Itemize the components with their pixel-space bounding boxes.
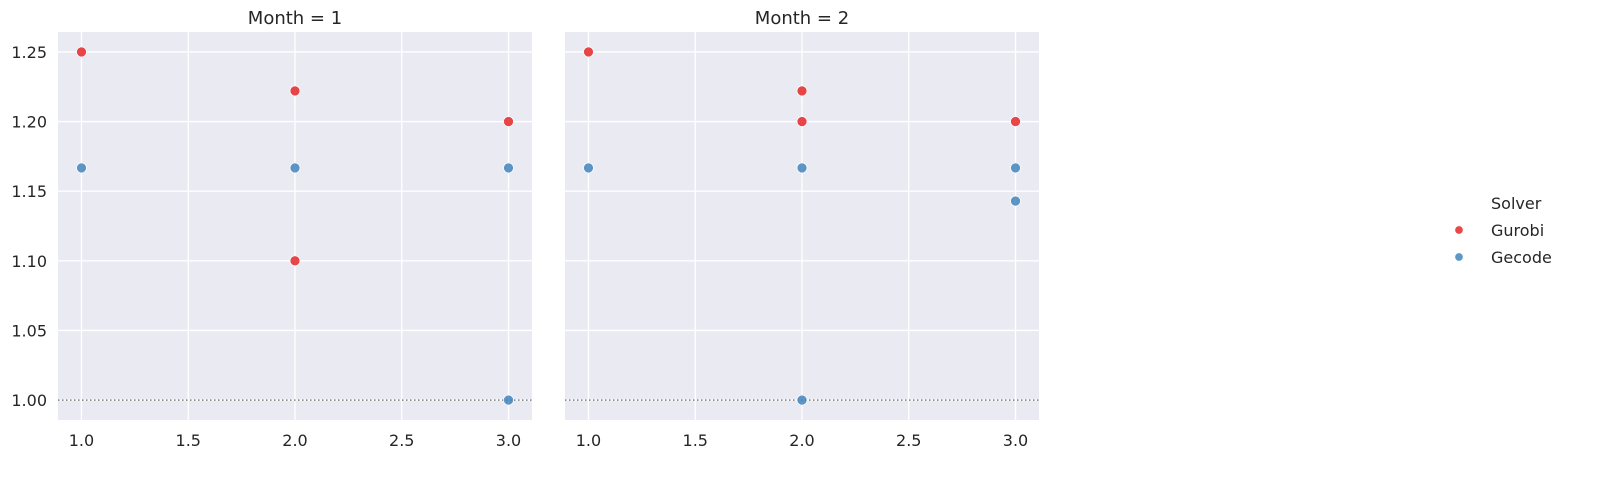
y-tick-label: 1.05	[11, 321, 47, 340]
data-point-gurobi	[503, 116, 514, 127]
data-point-gurobi	[76, 46, 87, 58]
y-tick-label: 1.10	[11, 252, 47, 271]
data-point-gecode	[289, 162, 301, 174]
data-point-gurobi	[583, 46, 594, 58]
x-tick-label: 2.5	[389, 431, 414, 450]
x-tick-label: 2.0	[282, 431, 307, 450]
legend-label-gurobi: Gurobi	[1491, 221, 1544, 240]
data-point-gecode	[796, 394, 808, 406]
data-point-gecode	[503, 394, 514, 406]
legend-marker-gecode	[1454, 252, 1464, 262]
y-tick-label: 1.25	[11, 43, 47, 62]
data-point-gecode	[1010, 195, 1021, 207]
x-tick-label: 1.5	[683, 431, 708, 450]
data-point-gecode	[76, 162, 87, 174]
x-tick-label: 3.0	[496, 431, 521, 450]
y-tick-label: 1.15	[11, 182, 47, 201]
facet-title: Month = 2	[755, 8, 849, 29]
data-point-gecode	[583, 162, 594, 174]
x-tick-label: 1.5	[176, 431, 201, 450]
y-tick-label: 1.00	[11, 391, 47, 410]
x-tick-label: 1.0	[69, 431, 94, 450]
x-tick-label: 2.0	[789, 431, 814, 450]
x-tick-label: 1.0	[576, 431, 601, 450]
x-tick-label: 2.5	[896, 431, 921, 450]
legend-title: Solver	[1491, 194, 1542, 213]
facet-title: Month = 1	[248, 8, 342, 29]
data-point-gurobi	[289, 85, 301, 97]
x-tick-label: 3.0	[1003, 431, 1028, 450]
legend-marker-gurobi	[1454, 225, 1464, 235]
legend-label-gecode: Gecode	[1491, 248, 1552, 267]
data-point-gurobi	[1010, 116, 1021, 127]
data-point-gecode	[796, 162, 808, 174]
data-point-gecode	[1010, 162, 1021, 174]
data-point-gurobi	[289, 255, 301, 267]
data-point-gurobi	[796, 85, 808, 97]
data-point-gurobi	[796, 116, 808, 127]
data-point-gecode	[503, 162, 514, 174]
y-tick-label: 1.20	[11, 113, 47, 132]
